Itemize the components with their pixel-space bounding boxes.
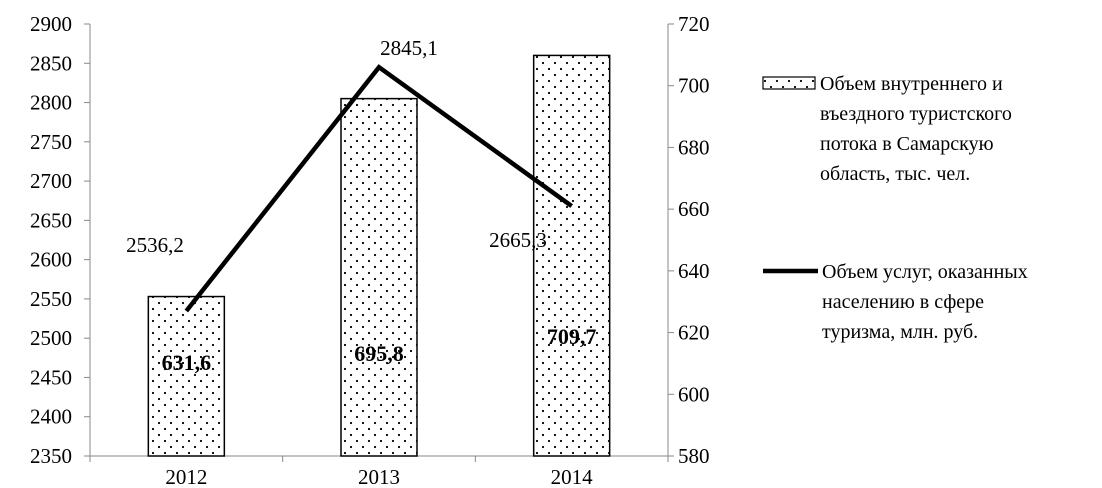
legend: Объем внутреннего и въездного туристского…	[762, 73, 1028, 343]
bar	[532, 54, 611, 457]
legend-swatch-bar	[762, 76, 816, 90]
line-series	[184, 64, 573, 313]
y-right-tick-label: 640	[678, 259, 710, 283]
legend-label-bar: Объем внутреннего и	[820, 73, 1003, 95]
axes: 2350 2400 2450 2500 2550 2600 2650 2700 2750 2800…	[30, 12, 710, 488]
y-left-tick-label: 2650	[30, 208, 72, 232]
x-tick-label: 2013	[358, 465, 400, 488]
y-left-tick-label: 2600	[30, 248, 72, 272]
bar-value-label: 709,7	[547, 324, 597, 349]
bar	[340, 97, 418, 457]
y-right-tick-label: 720	[678, 12, 710, 36]
y-left-tick-label: 2800	[30, 91, 72, 115]
y-right-tick-label: 680	[678, 135, 710, 159]
line-value-label: 2845,1	[380, 36, 438, 60]
y-right-tick-label: 580	[678, 444, 710, 468]
x-tick-label: 2012	[165, 465, 207, 488]
y-right-tick-label: 620	[678, 321, 710, 345]
y-left-tick-label: 2850	[30, 51, 72, 75]
legend-label-bar: въездного туристского	[820, 103, 1012, 125]
y-right-tick-label: 600	[678, 382, 710, 406]
y-left-tick-label: 2900	[30, 12, 72, 36]
bar-value-label: 631,6	[162, 350, 212, 375]
legend-label-line: населению в сфере	[822, 291, 984, 313]
y-left-tick-label: 2550	[30, 287, 72, 311]
y-right-tick-label: 700	[678, 74, 710, 98]
legend-label-line: Объем услуг, оказанных	[822, 261, 1028, 283]
y-left-tick-label: 2400	[30, 405, 72, 429]
x-tick-label: 2014	[551, 465, 594, 488]
bar-value-label: 695,8	[354, 341, 404, 366]
line-value-label: 2536,2	[126, 233, 184, 257]
y-left-tick-label: 2450	[30, 365, 72, 389]
line-value-label: 2665,3	[489, 228, 547, 252]
bar	[147, 295, 226, 457]
y-left-tick-label: 2700	[30, 169, 72, 193]
y-left-tick-label: 2750	[30, 130, 72, 154]
legend-label-bar: область, тыс. чел.	[820, 163, 970, 185]
legend-label-bar: потока в Самарскую	[820, 133, 994, 155]
y-left-tick-label: 2350	[30, 444, 72, 468]
data-labels: 631,6 695,8 709,7 2536,2 2845,1 2665,3	[126, 36, 596, 375]
y-left-tick-label: 2500	[30, 326, 72, 350]
bars	[147, 54, 611, 457]
y-right-tick-label: 660	[678, 197, 710, 221]
legend-label-line: туризма, млн. руб.	[822, 321, 978, 343]
